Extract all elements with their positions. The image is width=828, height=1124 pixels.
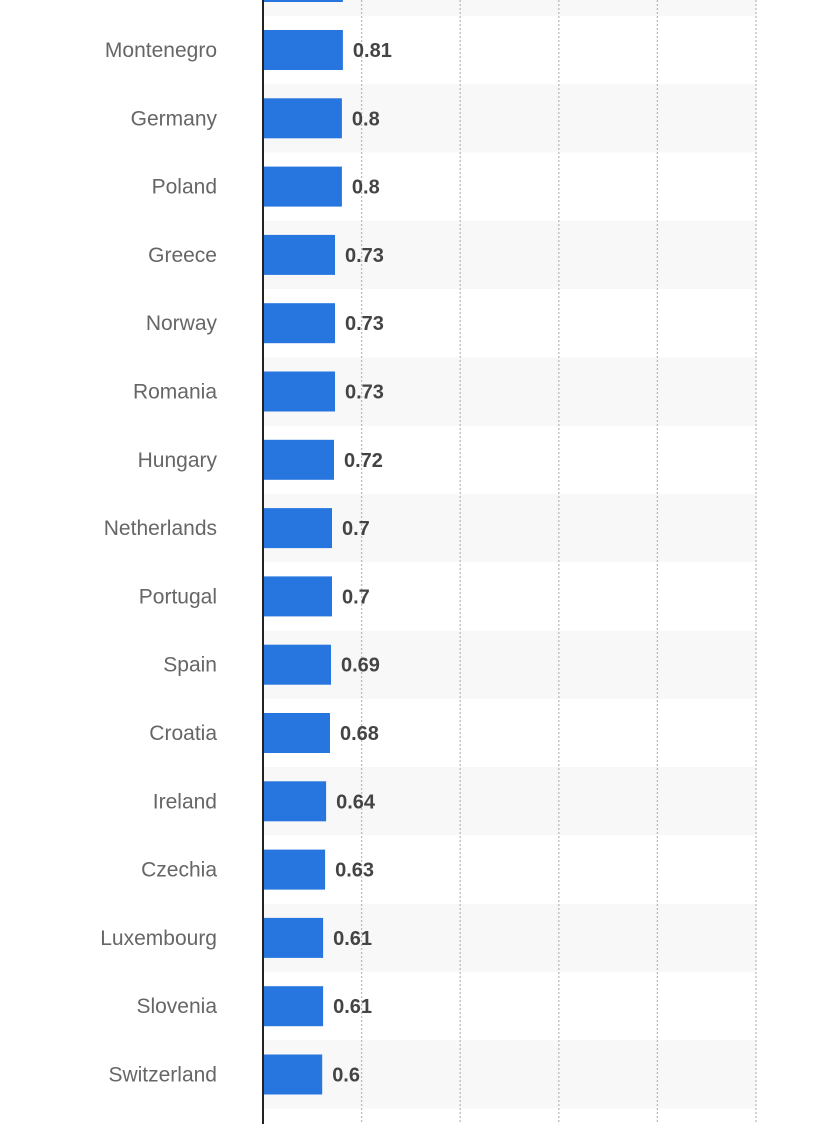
bar bbox=[263, 30, 343, 70]
bar bbox=[263, 234, 335, 275]
category-label: Montenegro bbox=[105, 39, 217, 62]
value-label: 0.8 bbox=[352, 108, 380, 130]
value-label: 0.73 bbox=[345, 382, 384, 404]
category-label: Poland bbox=[152, 176, 217, 199]
row-band bbox=[263, 493, 756, 563]
row-band bbox=[263, 84, 756, 153]
value-label: 0.7 bbox=[342, 586, 370, 608]
category-label: Ireland bbox=[153, 790, 217, 813]
row-bands bbox=[263, 0, 756, 1109]
bar bbox=[263, 986, 324, 1027]
bars bbox=[263, 0, 343, 1095]
bar bbox=[263, 713, 330, 753]
row-band bbox=[263, 903, 756, 973]
category-label: Hungary bbox=[138, 449, 218, 472]
category-label: Romania bbox=[133, 381, 217, 404]
row-band bbox=[263, 357, 756, 426]
value-label: 0.61 bbox=[333, 928, 372, 950]
value-label: 0.8 bbox=[352, 177, 380, 199]
bar bbox=[263, 849, 326, 890]
bar bbox=[263, 644, 331, 685]
bar bbox=[263, 576, 332, 617]
row-band bbox=[263, 630, 756, 699]
bar bbox=[263, 439, 334, 480]
category-label: Greece bbox=[148, 244, 217, 267]
value-label: 0.81 bbox=[353, 40, 392, 62]
bar bbox=[263, 98, 342, 139]
value-label: 0.73 bbox=[345, 245, 384, 267]
row-band bbox=[263, 1040, 756, 1109]
value-label: 0.68 bbox=[340, 723, 379, 745]
value-label: 0.6 bbox=[332, 1065, 360, 1087]
value-labels: 0.81 0.8 0.8 0.73 0.73 0.73 0.72 0.7 0.7 0.69 0.68… bbox=[332, 40, 392, 1087]
category-label: Croatia bbox=[149, 722, 217, 745]
category-label: Germany bbox=[131, 107, 218, 130]
gridlines bbox=[360, 0, 757, 1124]
bar bbox=[263, 917, 324, 958]
category-label: Portugal bbox=[139, 585, 217, 608]
category-label: Switzerland bbox=[108, 1064, 217, 1087]
category-labels: Montenegro Germany Poland Greece Norway Roman… bbox=[100, 39, 217, 1087]
category-label: Spain bbox=[163, 654, 217, 677]
value-label: 0.72 bbox=[344, 450, 383, 472]
row-band bbox=[263, 220, 756, 289]
value-label: 0.73 bbox=[345, 313, 384, 335]
bar-truncated bbox=[263, 0, 343, 2]
bar bbox=[263, 508, 332, 549]
bar bbox=[263, 303, 335, 344]
value-label: 0.69 bbox=[341, 655, 380, 677]
bar bbox=[263, 781, 327, 822]
value-label: 0.63 bbox=[335, 860, 374, 882]
row-band bbox=[263, 0, 756, 16]
category-label: Slovenia bbox=[136, 995, 217, 1018]
value-label: 0.61 bbox=[333, 996, 372, 1018]
row-band bbox=[263, 767, 756, 836]
category-label: Czechia bbox=[141, 859, 217, 882]
bar bbox=[263, 1054, 323, 1095]
bar bbox=[263, 371, 335, 412]
value-label: 0.64 bbox=[336, 791, 376, 813]
bar bbox=[263, 166, 342, 207]
category-label: Netherlands bbox=[104, 517, 217, 540]
value-label: 0.7 bbox=[342, 518, 370, 540]
category-label: Luxembourg bbox=[100, 927, 217, 950]
category-label: Norway bbox=[146, 312, 218, 335]
